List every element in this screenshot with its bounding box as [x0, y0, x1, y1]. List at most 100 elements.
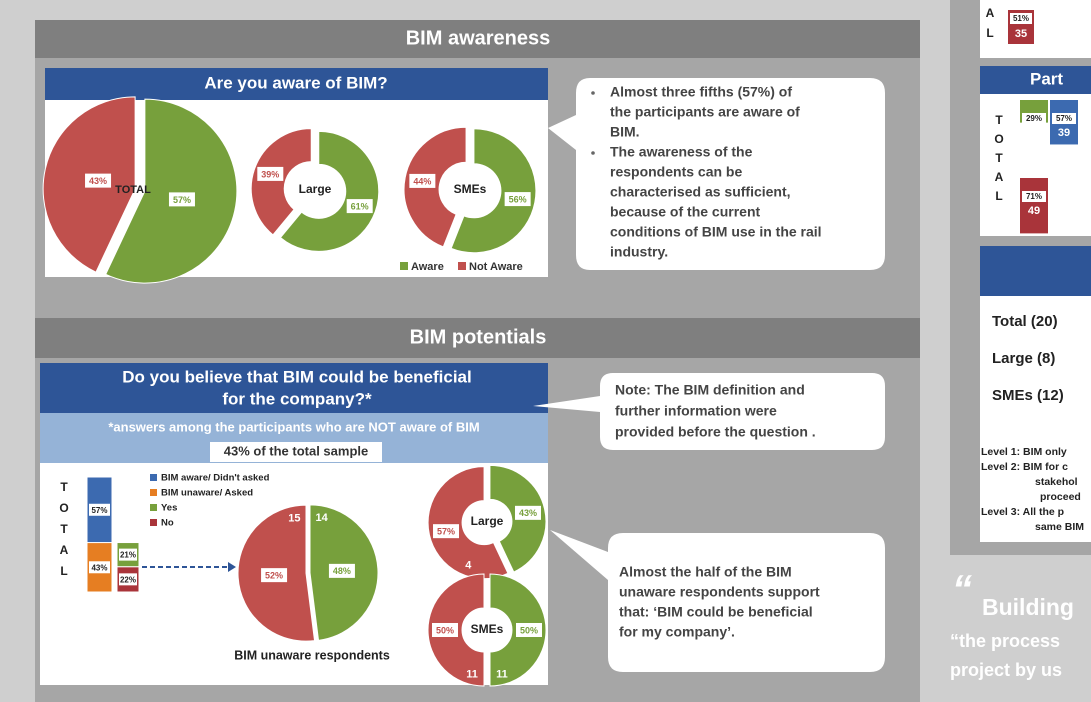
legend-swatch	[458, 262, 466, 270]
side-letter: T	[60, 522, 68, 536]
value-label: 52%	[265, 571, 283, 581]
bubble-text: industry.	[610, 244, 668, 260]
bullet	[591, 151, 595, 155]
question-bar	[45, 68, 548, 100]
bubble-text: because of the current	[610, 204, 760, 220]
level-text: Level 1: BIM only	[981, 446, 1067, 458]
value-label-box	[89, 561, 110, 574]
level-text: same BIM	[1035, 521, 1084, 533]
question-bar	[40, 363, 548, 413]
donut-center	[290, 165, 340, 215]
bubble-text: unaware respondents support	[619, 584, 820, 600]
bubble-text: Almost the half of the BIM	[619, 564, 792, 580]
bubble-text: provided before the question .	[615, 424, 816, 440]
value-label-box	[516, 623, 542, 637]
value-label-box	[514, 505, 541, 520]
value-label-box	[1022, 113, 1046, 124]
panel-header	[35, 318, 920, 358]
value-label-box	[119, 573, 137, 586]
value-label: 61%	[351, 201, 369, 211]
bubble-text: that: ‘BIM could be beneficial	[619, 604, 813, 620]
pie-caption: BIM unaware respondents	[234, 648, 390, 662]
legend-swatch	[150, 489, 157, 496]
level-text: stakehol	[1035, 476, 1078, 488]
side-letter: A	[60, 543, 69, 557]
speech-bubble	[548, 78, 885, 270]
side-box	[980, 0, 1091, 58]
bubble-text: respondents can be	[610, 164, 742, 180]
side-letter: L	[986, 26, 993, 40]
bubble-text: characterised as sufficient,	[610, 184, 791, 200]
value-label: 39%	[261, 169, 279, 179]
value-label: 43%	[519, 508, 537, 518]
pie-label: SMEs	[454, 182, 487, 196]
value-label: 57%	[91, 506, 107, 515]
bubble-text: for my company’.	[619, 624, 735, 640]
value-label: 56%	[509, 194, 527, 204]
panel-header	[35, 20, 920, 58]
value-label-box	[328, 563, 355, 578]
bubble-text: Note: The BIM definition and	[615, 382, 805, 398]
count-label: 11	[496, 668, 508, 680]
value-label: 43%	[91, 563, 107, 572]
value-label: 57%	[1056, 114, 1072, 123]
legend-label: BIM aware/ Didn't asked	[161, 473, 270, 484]
value-label: 50%	[520, 625, 538, 635]
question: for the company?*	[222, 389, 372, 408]
side-header	[980, 66, 1091, 94]
side-letter: L	[60, 564, 67, 578]
value-label-box	[409, 173, 436, 188]
count-label: 49	[1028, 205, 1040, 217]
note-bubble	[533, 373, 885, 450]
level-text: Level 3: All the p	[981, 506, 1064, 518]
donut-center	[467, 502, 507, 542]
value-label: 50%	[436, 625, 454, 635]
question: Do you believe that BIM could be benefic…	[122, 367, 472, 386]
speech-bubble	[550, 530, 885, 672]
pie-slice	[105, 98, 238, 284]
arrow-head	[228, 562, 236, 572]
note: *answers among the participants who are …	[108, 419, 479, 434]
value-label-box	[432, 623, 458, 637]
pie-slice	[279, 130, 380, 252]
side-header	[980, 246, 1091, 296]
group-label: Large (8)	[992, 350, 1055, 367]
quote-mark: “	[952, 568, 972, 612]
bubble-text: further information were	[615, 403, 777, 419]
count-label: 3	[503, 558, 509, 570]
pie-label: Large	[471, 514, 504, 528]
group-label: Total (20)	[992, 313, 1058, 330]
level-text: proceed	[1040, 491, 1081, 503]
level-text: Level 2: BIM for c	[981, 461, 1068, 473]
value-label: 48%	[333, 566, 351, 576]
count-label: 4	[465, 560, 472, 572]
value-label: 29%	[1026, 114, 1042, 123]
donut-center	[467, 610, 507, 650]
count-label: 35	[1015, 28, 1027, 40]
side-box	[980, 296, 1091, 542]
pie-slice	[427, 466, 509, 580]
side-title: Part	[1030, 69, 1063, 88]
value-label: 57%	[173, 195, 191, 205]
side-letter: A	[995, 170, 1004, 184]
bubble-text: the participants are aware of	[610, 104, 800, 120]
legend-swatch	[150, 474, 157, 481]
value-label-box	[346, 199, 373, 214]
value-label-box	[504, 192, 531, 207]
legend-swatch	[150, 519, 157, 526]
value-label: 51%	[1013, 14, 1029, 23]
value-label-box	[1010, 13, 1032, 24]
bullet	[591, 91, 595, 95]
panel-title: BIM awareness	[406, 27, 551, 49]
value-label-box	[85, 173, 112, 188]
count-label: 14	[315, 512, 328, 524]
value-label-box	[1022, 191, 1046, 202]
value-label-box	[433, 524, 460, 539]
side-letter: L	[995, 189, 1002, 203]
side-letter: T	[60, 480, 68, 494]
quote-text: Building	[982, 594, 1074, 620]
side-letter: T	[995, 113, 1003, 127]
legend-label: Aware	[411, 261, 444, 273]
